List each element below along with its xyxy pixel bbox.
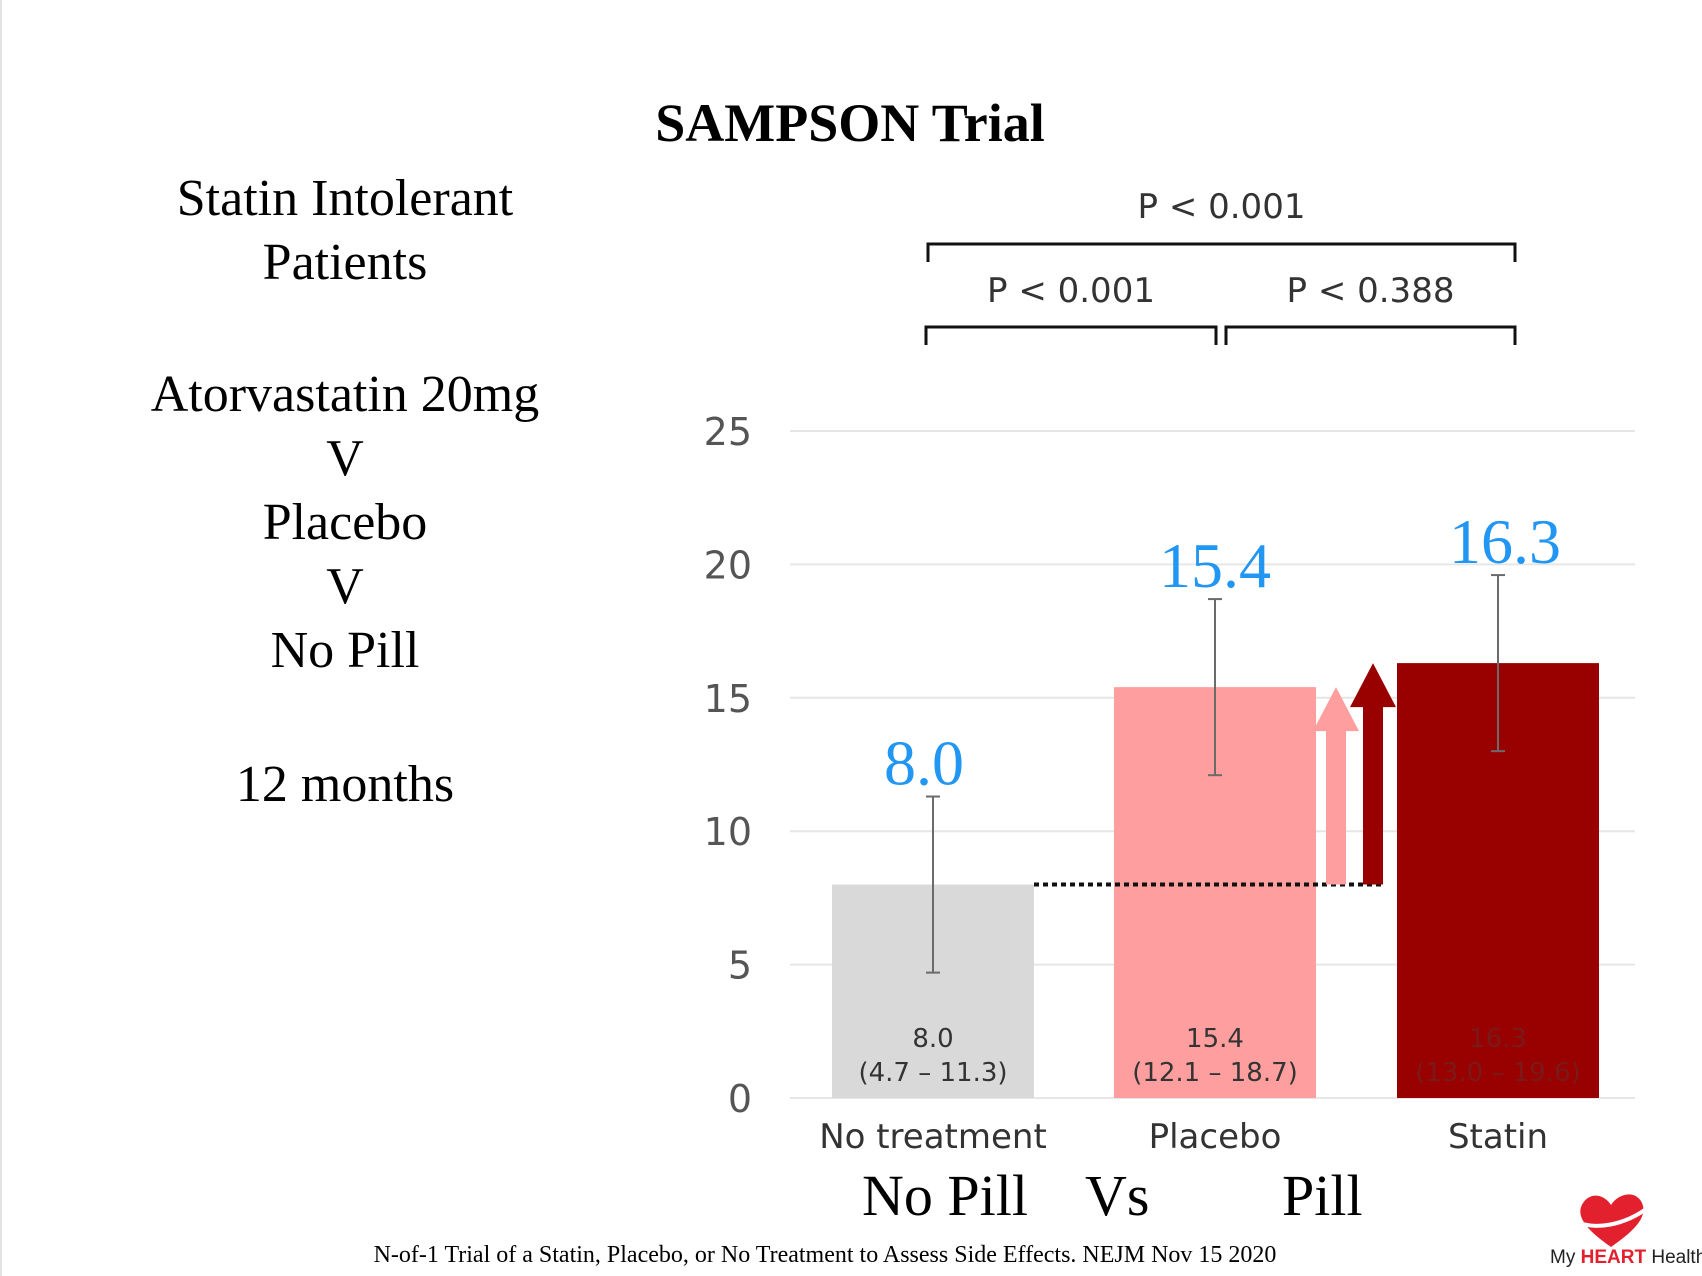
bar-inner-ci: (13.0 – 19.6) (1415, 1058, 1581, 1088)
p-value-label: P < 0.001 (1138, 187, 1306, 227)
bar-inner-ci: (12.1 – 18.7) (1132, 1058, 1298, 1088)
x-category-label: Placebo (1149, 1117, 1282, 1157)
bottom-label-pill: Pill (1282, 1163, 1363, 1228)
logo-text: My HEART Health (1550, 1247, 1702, 1268)
left-edge-rule (0, 0, 2, 1276)
desc-line-6: V (326, 558, 364, 615)
citation: N-of-1 Trial of a Statin, Placebo, or No… (373, 1242, 1277, 1268)
bar-inner-value: 15.4 (1186, 1024, 1244, 1054)
value-label: 8.0 (884, 728, 964, 799)
bar-inner-value: 8.0 (912, 1024, 953, 1054)
y-tick-label: 0 (728, 1077, 752, 1121)
y-tick-label: 25 (704, 410, 752, 454)
bar-inner-value: 16.3 (1469, 1024, 1527, 1054)
desc-line-7: No Pill (270, 622, 420, 679)
desc-line-8: 12 months (235, 756, 455, 813)
up-arrow-icon (1350, 663, 1396, 885)
significance-bracket (1224, 325, 1517, 345)
bar-inner-ci: (4.7 – 11.3) (858, 1058, 1007, 1088)
heart-icon (1574, 1194, 1651, 1247)
y-tick-label: 10 (704, 810, 752, 854)
bottom-label-vs: Vs (1085, 1163, 1150, 1228)
p-value-label: P < 0.388 (1287, 271, 1455, 311)
value-label: 15.4 (1159, 530, 1271, 601)
up-arrow-icon (1313, 687, 1359, 885)
significance-bracket (924, 325, 1218, 345)
x-category-label: No treatment (819, 1117, 1047, 1157)
desc-line-4: V (326, 430, 364, 487)
desc-line-3: Atorvastatin 20mg (150, 366, 540, 423)
desc-line-1: Statin Intolerant (176, 170, 514, 227)
y-tick-label: 20 (704, 543, 752, 587)
value-label: 16.3 (1449, 506, 1561, 577)
y-tick-label: 15 (704, 677, 752, 721)
p-value-label: P < 0.001 (987, 271, 1155, 311)
bottom-label-no-pill: No Pill (862, 1163, 1028, 1228)
desc-line-2: Patients (262, 234, 428, 291)
slide-title: SAMPSON Trial (655, 93, 1045, 153)
significance-bracket (926, 242, 1517, 262)
y-tick-label: 5 (728, 944, 752, 988)
desc-line-5: Placebo (262, 494, 428, 551)
x-category-label: Statin (1448, 1117, 1548, 1157)
